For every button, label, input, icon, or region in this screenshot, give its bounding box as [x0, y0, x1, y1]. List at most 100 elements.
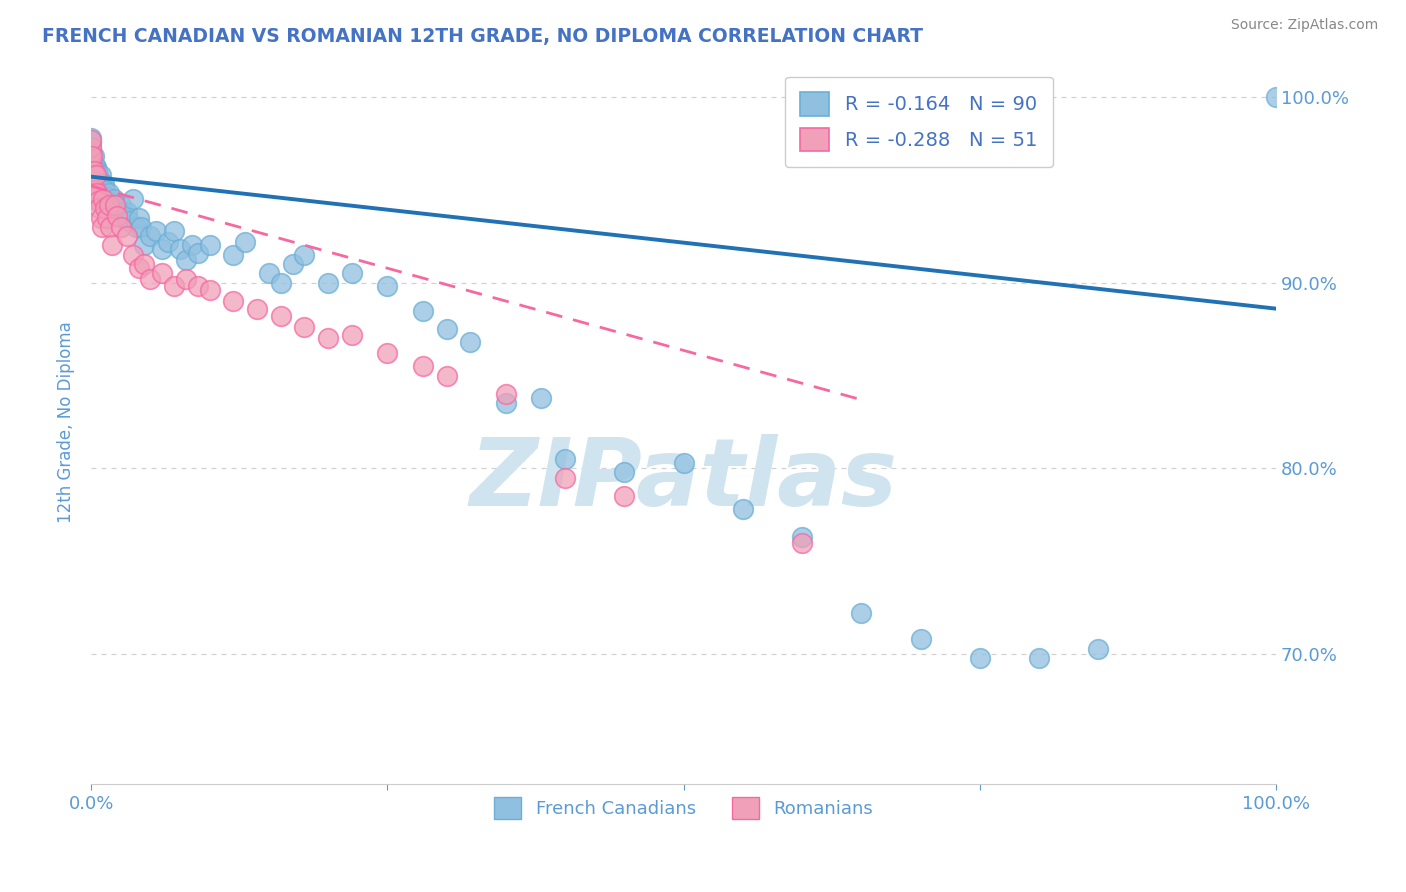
Point: [121, 192, 143, 206]
Point: [157, 235, 180, 249]
Point: [90, 177, 112, 191]
Point: [83, 183, 105, 197]
Point: [80, 153, 103, 167]
Legend: French Canadians, Romanians: French Canadians, Romanians: [486, 789, 880, 826]
Point: [82, 178, 104, 193]
Point: [96, 190, 118, 204]
Point: [554, 452, 576, 467]
Point: [110, 197, 132, 211]
Point: [377, 279, 399, 293]
Point: [530, 391, 553, 405]
Point: [180, 238, 202, 252]
Text: FRENCH CANADIAN VS ROMANIAN 12TH GRADE, NO DIPLOMA CORRELATION CHART: FRENCH CANADIAN VS ROMANIAN 12TH GRADE, …: [42, 27, 924, 45]
Point: [731, 502, 754, 516]
Point: [270, 276, 292, 290]
Point: [112, 205, 135, 219]
Point: [412, 303, 434, 318]
Text: Source: ZipAtlas.com: Source: ZipAtlas.com: [1230, 18, 1378, 32]
Point: [83, 183, 105, 197]
Point: [613, 465, 636, 479]
Point: [851, 607, 873, 621]
Point: [316, 276, 339, 290]
Point: [222, 294, 245, 309]
Point: [1087, 641, 1109, 656]
Point: [436, 368, 458, 383]
Point: [790, 536, 813, 550]
Point: [105, 202, 128, 216]
Point: [910, 632, 932, 647]
Point: [128, 211, 150, 225]
Point: [91, 186, 114, 201]
Point: [80, 140, 103, 154]
Point: [80, 173, 103, 187]
Point: [134, 238, 156, 252]
Point: [198, 283, 221, 297]
Point: [97, 195, 120, 210]
Point: [80, 145, 103, 160]
Point: [174, 272, 197, 286]
Point: [101, 238, 124, 252]
Point: [80, 164, 103, 178]
Point: [83, 159, 105, 173]
Point: [121, 248, 143, 262]
Point: [145, 224, 167, 238]
Point: [94, 202, 117, 216]
Point: [80, 161, 103, 175]
Point: [222, 248, 245, 262]
Point: [83, 169, 105, 184]
Point: [150, 266, 173, 280]
Point: [80, 149, 103, 163]
Point: [112, 211, 135, 225]
Point: [83, 186, 105, 201]
Point: [84, 186, 107, 201]
Point: [104, 197, 127, 211]
Point: [128, 260, 150, 275]
Point: [672, 456, 695, 470]
Point: [174, 253, 197, 268]
Point: [233, 235, 256, 249]
Point: [83, 173, 105, 187]
Point: [80, 145, 103, 160]
Point: [163, 224, 186, 238]
Point: [458, 335, 481, 350]
Point: [90, 188, 112, 202]
Point: [169, 242, 191, 256]
Point: [83, 186, 105, 201]
Point: [80, 132, 103, 146]
Point: [82, 149, 104, 163]
Point: [84, 190, 107, 204]
Point: [83, 164, 105, 178]
Point: [86, 177, 108, 191]
Point: [969, 651, 991, 665]
Point: [98, 219, 121, 234]
Point: [82, 156, 104, 170]
Point: [246, 301, 269, 316]
Point: [80, 136, 103, 151]
Point: [87, 194, 110, 208]
Point: [115, 229, 138, 244]
Text: ZIPatlas: ZIPatlas: [470, 434, 897, 526]
Point: [125, 219, 148, 234]
Point: [82, 183, 104, 197]
Point: [281, 257, 304, 271]
Point: [316, 331, 339, 345]
Point: [790, 530, 813, 544]
Point: [80, 173, 103, 187]
Point: [613, 489, 636, 503]
Point: [91, 192, 114, 206]
Point: [139, 229, 162, 244]
Point: [98, 195, 121, 210]
Y-axis label: 12th Grade, No Diploma: 12th Grade, No Diploma: [58, 321, 75, 523]
Point: [96, 211, 118, 225]
Point: [90, 168, 112, 182]
Point: [340, 327, 363, 342]
Point: [436, 322, 458, 336]
Point: [495, 387, 517, 401]
Point: [104, 197, 127, 211]
Point: [86, 186, 108, 201]
Point: [80, 161, 103, 175]
Point: [270, 309, 292, 323]
Point: [80, 142, 103, 156]
Point: [257, 266, 280, 280]
Point: [105, 209, 128, 223]
